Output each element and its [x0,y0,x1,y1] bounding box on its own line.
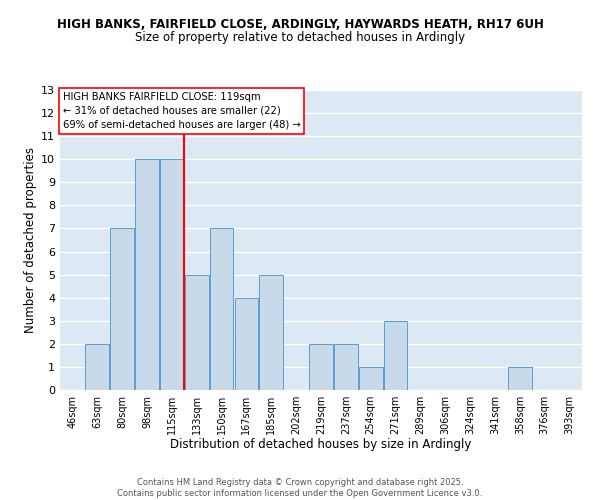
Bar [135,159,159,390]
X-axis label: Distribution of detached houses by size in Ardingly: Distribution of detached houses by size … [170,438,472,452]
Bar [384,321,407,390]
Bar [210,228,233,390]
Bar [259,274,283,390]
Bar [508,367,532,390]
Text: HIGH BANKS, FAIRFIELD CLOSE, ARDINGLY, HAYWARDS HEATH, RH17 6UH: HIGH BANKS, FAIRFIELD CLOSE, ARDINGLY, H… [56,18,544,30]
Y-axis label: Number of detached properties: Number of detached properties [24,147,37,333]
Bar [359,367,383,390]
Text: HIGH BANKS FAIRFIELD CLOSE: 119sqm
← 31% of detached houses are smaller (22)
69%: HIGH BANKS FAIRFIELD CLOSE: 119sqm ← 31%… [62,92,301,130]
Text: Size of property relative to detached houses in Ardingly: Size of property relative to detached ho… [135,31,465,44]
Bar [185,274,209,390]
Bar [235,298,258,390]
Text: Contains HM Land Registry data © Crown copyright and database right 2025.
Contai: Contains HM Land Registry data © Crown c… [118,478,482,498]
Bar [334,344,358,390]
Bar [85,344,109,390]
Bar [309,344,333,390]
Bar [110,228,134,390]
Bar [160,159,184,390]
